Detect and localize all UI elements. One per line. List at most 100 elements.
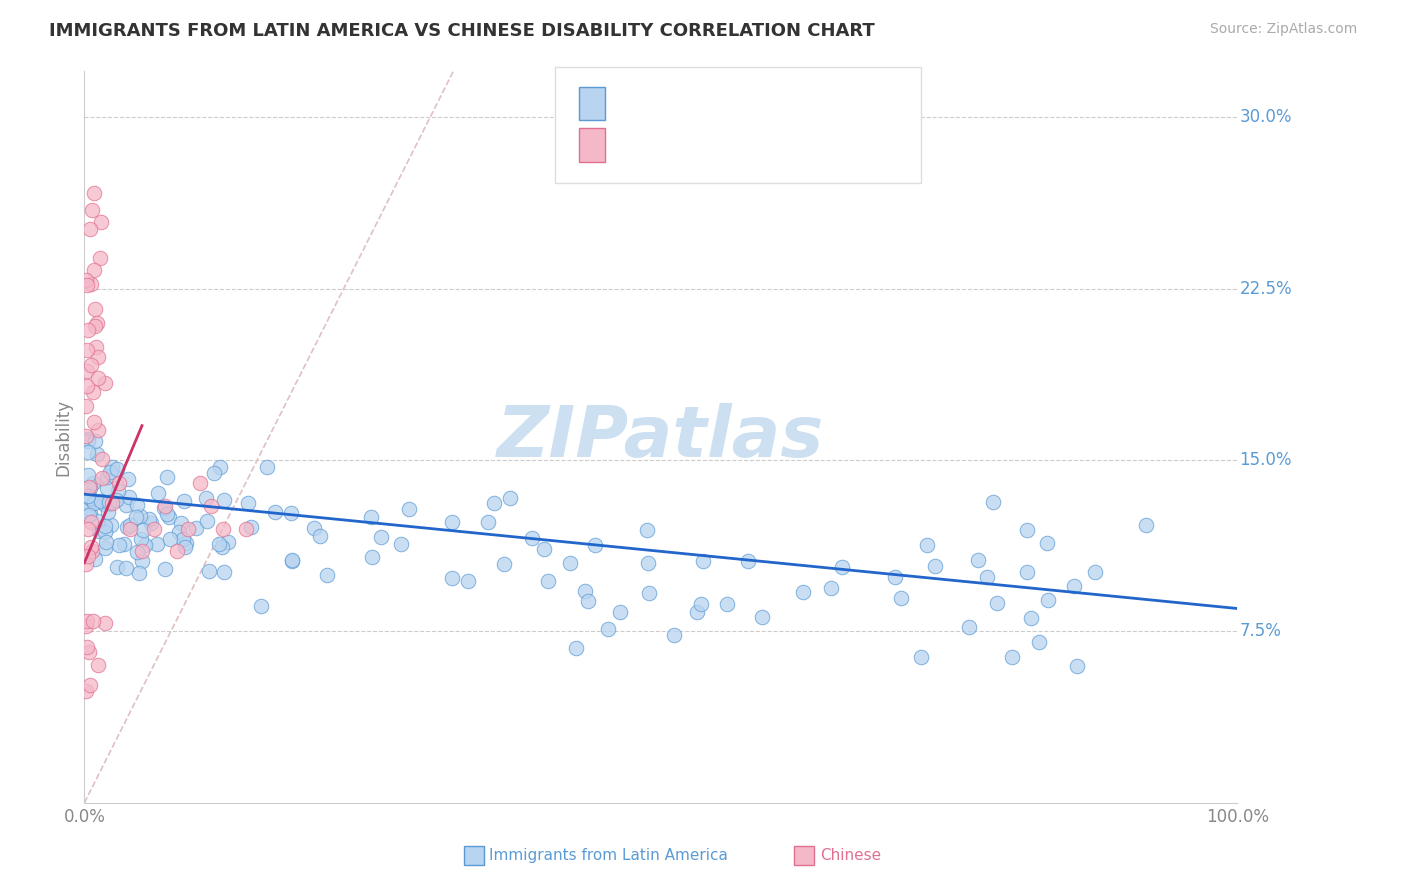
Point <box>79 678 101 692</box>
Point <box>792 585 814 599</box>
Point <box>83 434 105 448</box>
Point <box>100 518 122 533</box>
Point <box>76 277 98 292</box>
Point <box>108 538 131 552</box>
Text: 0.227: 0.227 <box>655 136 709 154</box>
Point <box>302 521 325 535</box>
Point <box>583 538 606 552</box>
Point <box>93 497 115 511</box>
Point <box>174 540 197 554</box>
Point <box>689 597 711 611</box>
Point <box>107 483 129 498</box>
Point <box>576 594 599 608</box>
Point <box>112 537 135 551</box>
Point <box>83 415 105 429</box>
Point <box>188 475 211 490</box>
Point <box>1036 536 1059 550</box>
Text: 148: 148 <box>761 95 796 112</box>
Point <box>86 514 108 528</box>
Point <box>76 434 98 448</box>
Point <box>76 522 98 536</box>
Point <box>166 544 188 558</box>
Point <box>97 495 120 509</box>
Point <box>173 494 195 508</box>
Point <box>457 574 479 588</box>
Point <box>1017 524 1039 538</box>
Point <box>153 500 176 515</box>
Point <box>170 516 193 530</box>
Point <box>194 491 217 505</box>
Point <box>80 277 103 292</box>
Point <box>177 521 200 535</box>
Point <box>492 557 515 571</box>
Point <box>157 510 180 524</box>
Point <box>638 585 661 599</box>
Text: N =: N = <box>727 95 763 112</box>
Point <box>79 222 101 236</box>
Point <box>967 553 990 567</box>
Point <box>155 562 177 576</box>
Point <box>131 544 153 558</box>
Point <box>115 520 138 534</box>
Point <box>477 515 499 529</box>
Point <box>440 515 463 529</box>
Point <box>537 574 560 588</box>
Point <box>976 570 998 584</box>
Point <box>76 614 98 628</box>
Point <box>174 535 197 549</box>
Point <box>77 549 100 563</box>
Point <box>76 364 98 378</box>
Point <box>89 252 111 266</box>
Point <box>79 481 101 495</box>
Point <box>79 506 101 520</box>
Point <box>76 489 98 503</box>
Point <box>128 508 150 523</box>
Point <box>90 494 112 508</box>
Text: N =: N = <box>727 136 769 154</box>
Point <box>1028 634 1050 648</box>
Point <box>361 549 384 564</box>
Point <box>520 531 543 545</box>
Point <box>499 491 522 505</box>
Point <box>80 515 103 529</box>
Point <box>574 583 596 598</box>
Point <box>91 452 114 467</box>
Point <box>129 533 152 547</box>
Point <box>197 565 219 579</box>
Point <box>692 554 714 568</box>
Point <box>93 519 115 533</box>
Point <box>917 538 939 552</box>
Point <box>482 496 505 510</box>
Point <box>77 480 100 494</box>
Point <box>87 423 110 437</box>
Point <box>84 340 107 354</box>
Point <box>76 379 98 393</box>
Point <box>195 514 218 528</box>
Text: ZIPatlas: ZIPatlas <box>498 402 824 472</box>
Point <box>142 521 165 535</box>
Point <box>153 499 176 513</box>
Point <box>87 658 110 673</box>
Point <box>264 505 287 519</box>
Point <box>84 301 107 316</box>
Point <box>77 323 100 337</box>
Text: R =: R = <box>619 95 655 112</box>
Point <box>86 447 108 461</box>
Point <box>533 542 555 557</box>
Point <box>79 358 101 372</box>
Point <box>737 554 759 568</box>
Point <box>820 581 842 595</box>
Text: Source: ZipAtlas.com: Source: ZipAtlas.com <box>1209 22 1357 37</box>
Point <box>83 496 105 510</box>
Point <box>1001 649 1024 664</box>
Point <box>76 640 98 655</box>
Point <box>167 524 190 539</box>
Point <box>1066 658 1088 673</box>
Point <box>75 429 97 443</box>
Point <box>316 568 339 582</box>
Point <box>114 498 136 512</box>
Point <box>117 472 139 486</box>
Point <box>134 538 156 552</box>
Point <box>662 627 685 641</box>
Point <box>131 523 153 537</box>
